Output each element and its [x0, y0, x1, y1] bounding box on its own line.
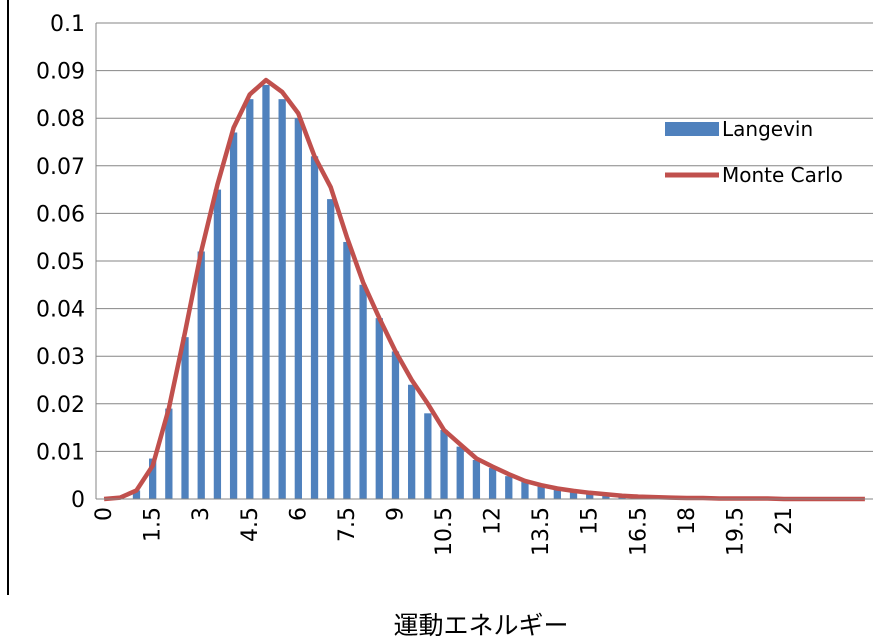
bar [586, 494, 594, 499]
x-tick-label: 3 [189, 507, 214, 521]
bar [391, 351, 400, 499]
y-tick-label: 0.09 [36, 60, 85, 85]
y-tick-label: 0.06 [36, 202, 85, 227]
y-tick-label: 0.07 [36, 155, 85, 180]
bar [213, 189, 222, 499]
bar [132, 490, 141, 499]
bar [472, 459, 481, 499]
x-tick-label: 1.5 [141, 507, 166, 542]
x-tick-label: 21 [772, 507, 797, 535]
bar [375, 318, 383, 499]
bar [149, 458, 157, 499]
bar [569, 491, 578, 499]
bar [408, 384, 416, 499]
bar [278, 99, 286, 499]
y-tick-label: 0 [71, 488, 85, 513]
x-tick-label: 7.5 [335, 507, 360, 542]
x-tick-label: 13.5 [529, 507, 554, 556]
y-tick-label: 0.04 [36, 298, 85, 323]
y-tick-label: 0.02 [36, 393, 85, 418]
bar [343, 241, 351, 499]
bar [359, 284, 367, 499]
bar [197, 251, 205, 499]
y-tick-label: 0.01 [36, 440, 85, 465]
y-tick-label: 0.1 [50, 12, 85, 37]
bar [229, 132, 238, 500]
bar [537, 485, 545, 499]
bar [165, 408, 173, 499]
y-tick-label: 0.05 [36, 250, 85, 275]
bar [505, 476, 513, 499]
x-axis-title: 運動エネルギー [393, 611, 568, 639]
bar [488, 468, 497, 499]
y-tick-labels: 0 0.01 0.02 0.03 0.04 0.05 0.06 0.07 0.08 0.09 0.1 [36, 12, 85, 513]
x-tick-label: 18 [675, 507, 700, 535]
bar [262, 84, 270, 499]
legend-label-langevin: Langevin [722, 117, 813, 141]
bar [294, 118, 302, 499]
x-tick-label: 4.5 [238, 507, 263, 542]
x-tick-label: 16.5 [626, 507, 651, 556]
bar [553, 489, 561, 499]
bar [424, 413, 432, 499]
x-tick-label: 6 [286, 507, 311, 521]
legend: Langevin Monte Carlo [665, 117, 843, 187]
x-tick-labels: 0 1.5 3 4.5 6 7.5 9 10.5 12 13.5 15 16.5 18 19.5 21 [92, 507, 797, 556]
legend-swatch-langevin [665, 122, 719, 136]
y-gridlines [96, 22, 873, 452]
x-tick-label: 9 [384, 507, 409, 521]
bar [327, 199, 335, 499]
bar [521, 481, 529, 499]
bar [602, 495, 610, 499]
x-tick-label: 15 [578, 507, 603, 535]
x-tick-label: 19.5 [723, 507, 748, 556]
bar [456, 446, 464, 499]
bar [181, 337, 189, 499]
y-tick-label: 0.08 [36, 107, 85, 132]
bar [310, 156, 319, 499]
x-tick-label: 10.5 [432, 507, 457, 556]
y-tick-label: 0.03 [36, 345, 85, 370]
bar [440, 429, 448, 499]
axes [7, 0, 873, 595]
x-tick-label: 12 [481, 507, 506, 535]
langevin-bars [132, 84, 740, 500]
x-tick-label: 0 [92, 507, 117, 521]
bar [246, 99, 254, 499]
legend-label-monte-carlo: Monte Carlo [722, 163, 843, 187]
